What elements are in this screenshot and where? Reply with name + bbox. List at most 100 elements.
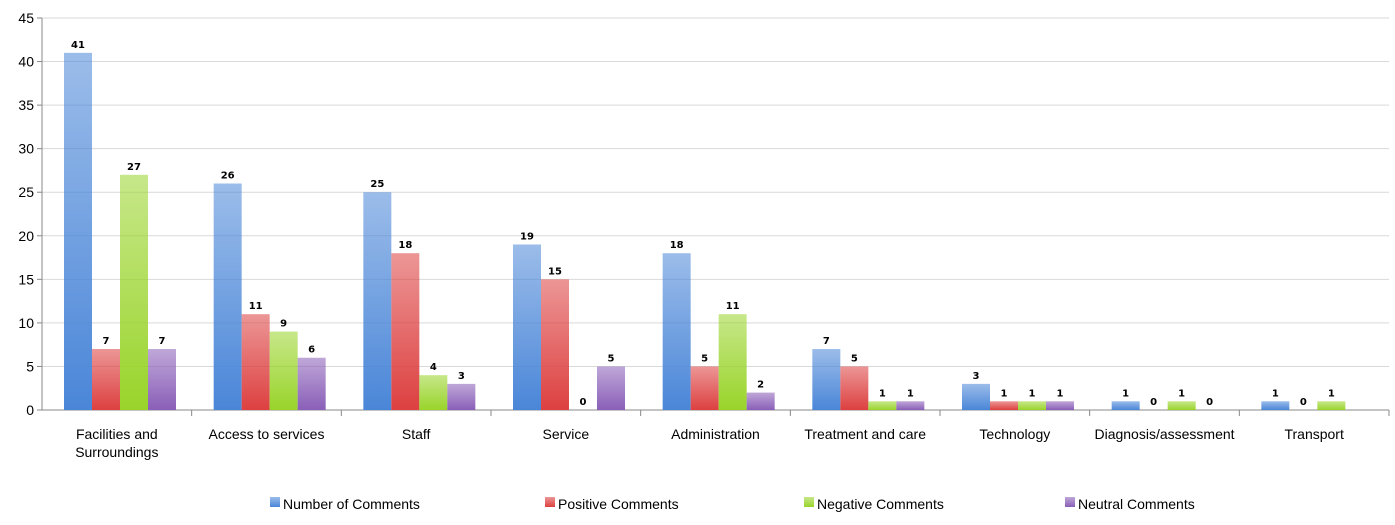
bar-number-of-comments-6 xyxy=(962,383,990,410)
x-category-label-0: Facilities and Surroundings xyxy=(75,426,158,460)
bar-number-of-comments-2 xyxy=(363,192,392,410)
x-category-label-line: Transport xyxy=(1284,426,1344,442)
data-label-negative-comments-4: 11 xyxy=(726,301,740,312)
bar-positive-comments-6 xyxy=(990,401,1018,410)
y-tick-label-20: 20 xyxy=(18,228,34,244)
legend-label-negative-comments: Negative Comments xyxy=(817,496,944,512)
legend-swatch-number-of-comments xyxy=(270,497,280,507)
data-label-positive-comments-6: 1 xyxy=(1001,388,1008,399)
bar-number-of-comments-1 xyxy=(213,183,242,410)
data-label-neutral-comments-5: 1 xyxy=(907,388,914,399)
bar-negative-comments-2 xyxy=(419,375,448,410)
bar-number-of-comments-4 xyxy=(662,253,691,410)
data-label-negative-comments-8: 1 xyxy=(1328,388,1335,399)
bar-negative-comments-6 xyxy=(1018,401,1046,410)
data-label-number-of-comments-2: 25 xyxy=(370,179,384,190)
bar-neutral-comments-5 xyxy=(896,401,925,410)
x-category-label-6: Technology xyxy=(979,426,1050,442)
data-label-neutral-comments-3: 5 xyxy=(608,353,615,364)
bar-neutral-comments-2 xyxy=(447,383,476,410)
y-tick-label-5: 5 xyxy=(26,358,34,374)
data-label-neutral-comments-4: 2 xyxy=(757,380,764,391)
bar-positive-comments-1 xyxy=(241,314,270,410)
bar-number-of-comments-5 xyxy=(812,349,841,410)
data-label-negative-comments-3: 0 xyxy=(580,397,587,408)
legend-swatch-positive-comments xyxy=(545,497,555,507)
data-label-neutral-comments-1: 6 xyxy=(308,345,315,356)
bar-negative-comments-4 xyxy=(718,314,747,410)
y-tick-label-30: 30 xyxy=(18,141,34,157)
x-category-label-5: Treatment and care xyxy=(804,426,926,442)
bar-positive-comments-5 xyxy=(840,366,869,410)
bar-negative-comments-1 xyxy=(269,331,298,410)
y-tick-label-25: 25 xyxy=(18,184,34,200)
data-label-number-of-comments-8: 1 xyxy=(1272,388,1279,399)
y-tick-label-0: 0 xyxy=(26,402,34,418)
bar-number-of-comments-3 xyxy=(513,244,541,410)
x-category-label-2: Staff xyxy=(402,426,431,442)
bar-negative-comments-0 xyxy=(120,174,148,410)
bar-neutral-comments-3 xyxy=(597,366,625,410)
data-label-positive-comments-1: 11 xyxy=(249,301,263,312)
bar-neutral-comments-6 xyxy=(1046,401,1074,410)
data-label-positive-comments-3: 15 xyxy=(548,266,562,277)
bar-negative-comments-5 xyxy=(868,401,897,410)
y-tick-label-40: 40 xyxy=(18,54,34,70)
data-label-negative-comments-0: 27 xyxy=(127,162,141,173)
y-tick-label-45: 45 xyxy=(18,10,34,26)
data-label-number-of-comments-7: 1 xyxy=(1122,388,1129,399)
data-label-number-of-comments-5: 7 xyxy=(823,336,830,347)
bar-negative-comments-7 xyxy=(1167,401,1196,410)
x-category-label-line: Technology xyxy=(979,426,1050,442)
bar-number-of-comments-7 xyxy=(1111,401,1140,410)
x-category-label-4: Administration xyxy=(671,426,760,442)
x-category-label-1: Access to services xyxy=(209,426,325,442)
data-label-neutral-comments-0: 7 xyxy=(159,336,166,347)
data-label-neutral-comments-2: 3 xyxy=(458,371,465,382)
legend-swatch-negative-comments xyxy=(804,497,814,507)
legend-label-number-of-comments: Number of Comments xyxy=(283,496,420,512)
x-category-label-line: Service xyxy=(542,426,589,442)
bar-neutral-comments-1 xyxy=(297,357,326,410)
bar-positive-comments-3 xyxy=(541,279,569,410)
x-category-label-3: Service xyxy=(542,426,589,442)
bar-neutral-comments-0 xyxy=(148,349,176,410)
data-label-positive-comments-4: 5 xyxy=(701,353,708,364)
legend-label-neutral-comments: Neutral Comments xyxy=(1078,496,1195,512)
bar-positive-comments-0 xyxy=(92,349,120,410)
data-label-negative-comments-2: 4 xyxy=(430,362,437,373)
x-category-label-line: Surroundings xyxy=(75,444,158,460)
bar-number-of-comments-8 xyxy=(1261,401,1290,410)
legend-swatch-neutral-comments xyxy=(1065,497,1075,507)
x-category-label-8: Transport xyxy=(1284,426,1344,442)
bar-positive-comments-4 xyxy=(690,366,719,410)
bar-number-of-comments-0 xyxy=(64,52,92,410)
x-category-label-line: Administration xyxy=(671,426,760,442)
x-category-label-line: Facilities and xyxy=(76,426,158,442)
legend: Number of Comments Positive Comments Negat… xyxy=(270,496,1195,512)
y-tick-label-10: 10 xyxy=(18,315,34,331)
data-label-positive-comments-8: 0 xyxy=(1300,397,1307,408)
data-label-number-of-comments-0: 41 xyxy=(71,40,85,51)
bars xyxy=(64,52,1346,410)
data-label-number-of-comments-4: 18 xyxy=(670,240,684,251)
y-tick-label-35: 35 xyxy=(18,97,34,113)
data-label-negative-comments-5: 1 xyxy=(879,388,886,399)
x-category-label-line: Staff xyxy=(402,426,431,442)
data-label-positive-comments-2: 18 xyxy=(398,240,412,251)
data-label-neutral-comments-6: 1 xyxy=(1057,388,1064,399)
data-label-positive-comments-0: 7 xyxy=(103,336,110,347)
x-category-label-line: Diagnosis/assessment xyxy=(1094,426,1234,442)
data-label-number-of-comments-6: 3 xyxy=(973,371,980,382)
data-label-positive-comments-5: 5 xyxy=(851,353,858,364)
data-label-negative-comments-6: 1 xyxy=(1029,388,1036,399)
bar-negative-comments-8 xyxy=(1317,401,1346,410)
data-label-number-of-comments-1: 26 xyxy=(221,171,235,182)
data-label-neutral-comments-7: 0 xyxy=(1206,397,1213,408)
y-tick-label-15: 15 xyxy=(18,271,34,287)
bar-neutral-comments-4 xyxy=(746,392,775,410)
